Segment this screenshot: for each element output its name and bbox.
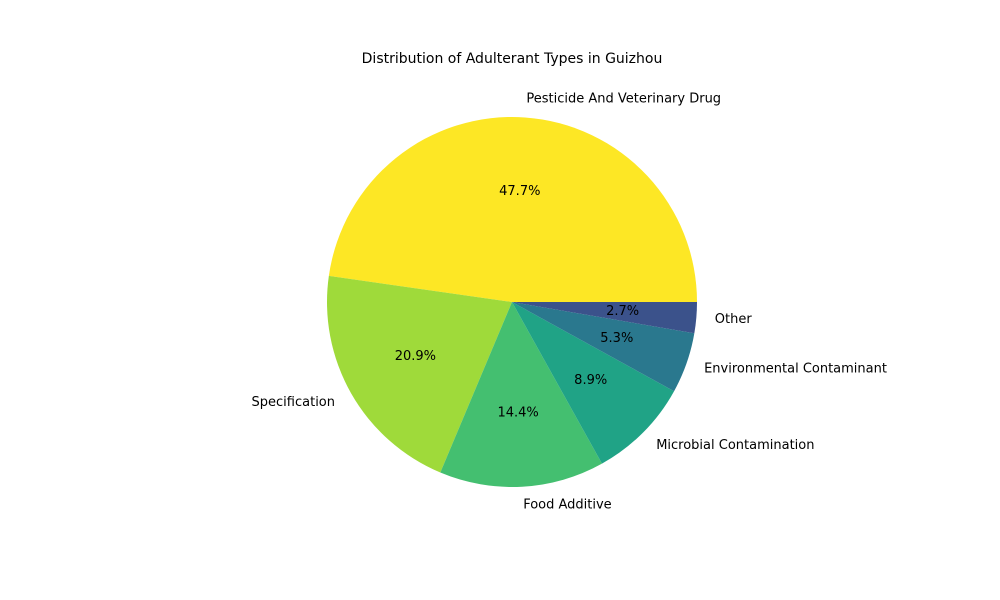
slice-label-4: Environmental Contaminant (704, 362, 887, 377)
slice-percent-2: 14.4% (497, 405, 538, 420)
pie-slices (327, 117, 697, 487)
slice-label-5: Other (715, 312, 753, 327)
pie-slice-5 (512, 302, 697, 334)
slice-percent-5: 2.7% (606, 304, 639, 319)
slice-label-1: Specification (252, 395, 335, 410)
pie-slice-4 (512, 302, 695, 392)
pie-percent-labels: 47.7% 20.9% 14.4% 8.9% 5.3% 2.7% (395, 184, 639, 420)
pie-slice-0 (328, 117, 697, 303)
slice-label-2: Food Additive (523, 498, 612, 513)
slice-percent-1: 20.9% (395, 349, 436, 364)
pie-slice-2 (440, 302, 602, 487)
chart-title: Distribution of Adulterant Types in Guiz… (362, 51, 663, 67)
slice-percent-0: 47.7% (499, 184, 540, 199)
pie-labels: Pesticide And Veterinary Drug Specificati… (252, 92, 887, 513)
pie-slice-1 (327, 275, 512, 473)
slice-percent-4: 5.3% (600, 331, 633, 346)
slice-label-0: Pesticide And Veterinary Drug (526, 92, 721, 107)
pie-slice-3 (512, 302, 675, 464)
slice-percent-3: 8.9% (574, 373, 607, 388)
slice-label-3: Microbial Contamination (656, 438, 814, 453)
